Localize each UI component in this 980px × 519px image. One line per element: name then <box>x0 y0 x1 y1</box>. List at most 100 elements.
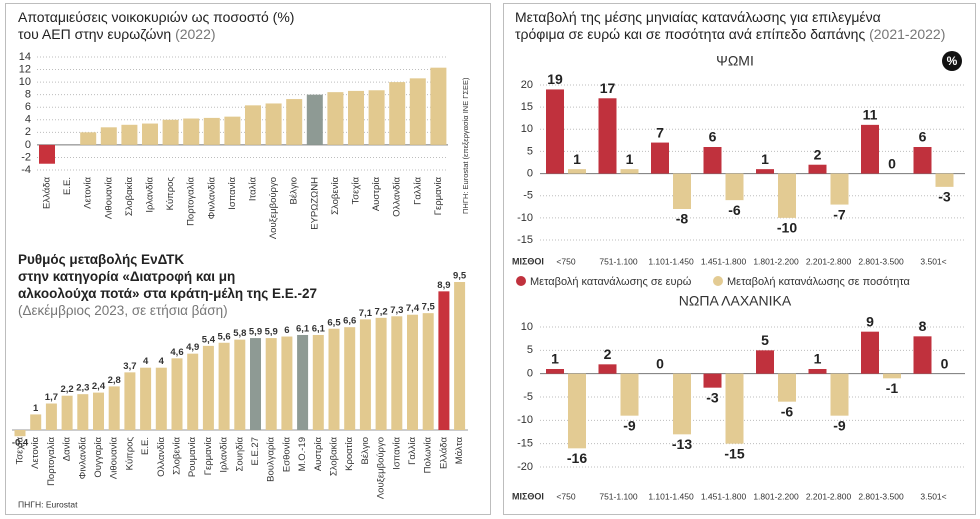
y-tick-label: 0 <box>25 139 31 151</box>
bar <box>155 367 167 430</box>
bar <box>77 394 89 430</box>
x-tick-label: Ε.Ε. <box>62 177 73 195</box>
data-label: 2 <box>814 146 822 162</box>
chart-title: Αποταμιεύσεις νοικοκυριών ως ποσοστό (%)… <box>18 9 294 43</box>
data-label: 11 <box>863 107 878 123</box>
bar <box>935 173 954 187</box>
bar <box>778 373 796 402</box>
y-tick-label: -5 <box>523 391 533 403</box>
data-label: 1 <box>626 151 634 167</box>
x-tick-label: Ιταλία <box>248 176 259 201</box>
x-tick-label: Ιρλανδία <box>145 176 156 212</box>
y-tick-label: -2 <box>21 151 31 163</box>
data-label: 4 <box>143 356 149 367</box>
data-label: 8,9 <box>437 280 450 291</box>
data-label: 9 <box>866 313 874 329</box>
data-label: -3 <box>706 389 719 405</box>
x-tick-label: 1.801-2.200 <box>753 491 799 501</box>
chart-title: Ρυθμός μεταβολής ΕνΔΤΚ στην κατηγορία «Δ… <box>18 251 317 319</box>
bar <box>312 334 324 430</box>
bar <box>142 123 158 145</box>
data-label: 4,6 <box>170 347 183 358</box>
x-tick-label: Ε.Ε.27 <box>250 437 261 466</box>
x-tick-label: Γαλλία <box>407 436 418 464</box>
bar <box>651 142 669 174</box>
x-tick-label: <750 <box>556 256 575 266</box>
data-label: 5,9 <box>265 327 278 338</box>
y-tick-label: 6 <box>25 101 31 113</box>
bar <box>359 319 371 430</box>
data-label: -7 <box>833 206 846 222</box>
y-tick-label: -15 <box>517 438 533 450</box>
data-label: 9,5 <box>453 271 467 282</box>
data-label: 4,9 <box>186 342 199 353</box>
data-label: 1,7 <box>45 392 58 403</box>
bar <box>171 358 183 430</box>
bar <box>808 164 827 174</box>
bar <box>673 173 691 209</box>
x-tick-label: Γαλλία <box>412 176 423 204</box>
bar <box>306 94 323 145</box>
bar <box>30 414 42 430</box>
data-label: 7,5 <box>422 302 436 313</box>
title-line: του ΑΕΠ στην ευρωζώνη (2022) <box>18 26 294 43</box>
bar <box>265 103 282 145</box>
data-label: 1 <box>761 151 769 167</box>
y-tick-label: 14 <box>19 51 31 63</box>
x-tick-label: Φινλανδία <box>206 177 217 220</box>
x-tick-label: Βέλγιο <box>360 437 371 464</box>
bar <box>913 147 932 174</box>
bar <box>438 291 450 430</box>
data-label: 2 <box>604 346 612 362</box>
x-tick-label: Αυστρία <box>313 436 324 471</box>
y-tick-label: -10 <box>517 212 533 224</box>
y-tick-label: 20 <box>521 79 533 91</box>
data-label: -0,4 <box>12 438 29 449</box>
data-label: 6,1 <box>312 323 326 334</box>
chart-subtitle: ΝΩΠΑ ΛΑΧΑΝΙΚΑ <box>679 293 792 309</box>
data-label: 1 <box>573 151 581 167</box>
bar <box>80 132 97 145</box>
bar <box>375 317 387 430</box>
right-panel <box>503 3 976 515</box>
data-label: 6 <box>919 129 927 145</box>
x-tick-label: 2.801-3.500 <box>858 256 904 266</box>
bar <box>61 395 73 430</box>
y-tick-label: 10 <box>521 321 533 333</box>
data-label: 7,4 <box>406 303 420 314</box>
bar <box>673 373 691 435</box>
x-tick-label: 1.451-1.800 <box>701 256 747 266</box>
y-tick-label: 8 <box>25 89 31 101</box>
x-tick-label: Ρουμανία <box>187 436 198 477</box>
bar <box>203 117 220 145</box>
data-label: -8 <box>676 211 689 227</box>
bar <box>389 82 406 145</box>
legend-swatch <box>713 276 723 286</box>
x-tick-label: 1.801-2.200 <box>753 256 799 266</box>
bar <box>202 345 214 430</box>
x-tick-label: Ε.Ε. <box>140 437 151 455</box>
bar <box>286 99 303 145</box>
legend-label: Μεταβολή κατανάλωσης σε ευρώ <box>530 276 692 288</box>
y-tick-label: -5 <box>523 190 533 202</box>
x-tick-label: Βουλγαρία <box>266 437 277 482</box>
data-label: 6,1 <box>296 323 310 334</box>
x-tick-label: Εσθονία <box>281 436 292 472</box>
x-tick-label: Σλοβακία <box>329 436 340 476</box>
x-tick-label: Ισπανία <box>391 437 402 470</box>
data-label: 5,4 <box>202 334 216 345</box>
bar <box>546 89 564 174</box>
title-line: Αποταμιεύσεις νοικοκυριών ως ποσοστό (%) <box>18 9 295 25</box>
x-axis-label: ΜΙΣΘΟΙ <box>512 491 544 501</box>
data-label: 6 <box>284 325 289 336</box>
data-label: 17 <box>600 80 616 96</box>
bar <box>409 78 426 145</box>
bar <box>183 118 200 145</box>
bar <box>245 105 261 145</box>
x-tick-label: Σουηδία <box>234 436 245 471</box>
bar <box>568 373 586 449</box>
x-tick-label: Πολωνία <box>423 436 434 473</box>
bar <box>327 92 344 145</box>
data-label: 0 <box>888 155 896 171</box>
